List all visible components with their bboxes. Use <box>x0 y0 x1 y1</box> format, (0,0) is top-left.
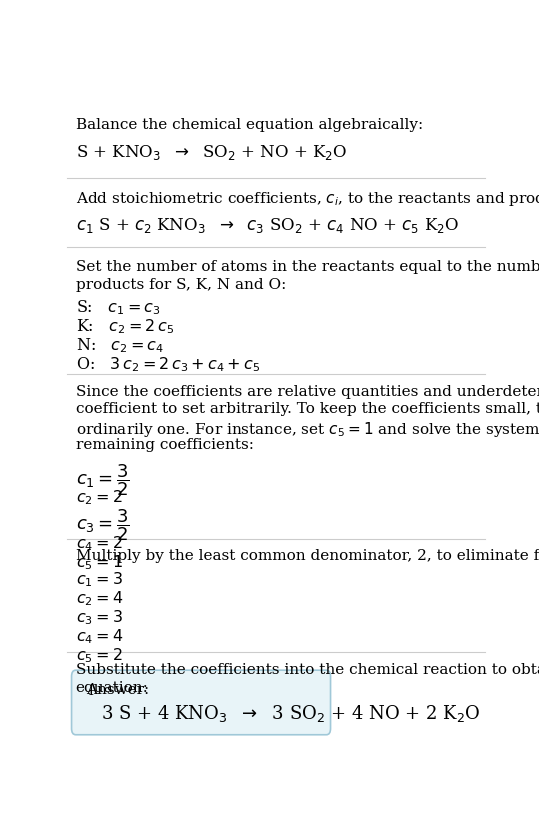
Text: 3 S + 4 KNO$_3$  $\rightarrow$  3 SO$_2$ + 4 NO + 2 K$_2$O: 3 S + 4 KNO$_3$ $\rightarrow$ 3 SO$_2$ +… <box>101 703 480 724</box>
Text: coefficient to set arbitrarily. To keep the coefficients small, the arbitrary va: coefficient to set arbitrarily. To keep … <box>75 403 539 417</box>
Text: Since the coefficients are relative quantities and underdetermined, choose a: Since the coefficients are relative quan… <box>75 385 539 399</box>
Text: products for S, K, N and O:: products for S, K, N and O: <box>75 278 286 292</box>
Text: $c_4 = 2$: $c_4 = 2$ <box>75 534 122 553</box>
Text: $c_1 = \dfrac{3}{2}$: $c_1 = \dfrac{3}{2}$ <box>75 462 130 497</box>
Text: equation:: equation: <box>75 681 149 695</box>
Text: S + KNO$_3$  $\rightarrow$  SO$_2$ + NO + K$_2$O: S + KNO$_3$ $\rightarrow$ SO$_2$ + NO + … <box>75 143 347 162</box>
Text: N:   $c_2 = c_4$: N: $c_2 = c_4$ <box>75 337 164 355</box>
Text: $c_5 = 2$: $c_5 = 2$ <box>75 646 122 665</box>
Text: Balance the chemical equation algebraically:: Balance the chemical equation algebraica… <box>75 118 423 132</box>
Text: K:   $c_2 = 2\,c_5$: K: $c_2 = 2\,c_5$ <box>75 317 174 336</box>
Text: $c_3 = \dfrac{3}{2}$: $c_3 = \dfrac{3}{2}$ <box>75 507 130 543</box>
Text: O:   $3\,c_2 = 2\,c_3 + c_4 + c_5$: O: $3\,c_2 = 2\,c_3 + c_4 + c_5$ <box>75 356 260 374</box>
Text: ordinarily one. For instance, set $c_5 = 1$ and solve the system of equations fo: ordinarily one. For instance, set $c_5 =… <box>75 420 539 439</box>
Text: Set the number of atoms in the reactants equal to the number of atoms in the: Set the number of atoms in the reactants… <box>75 260 539 274</box>
Text: $c_1$ S + $c_2$ KNO$_3$  $\rightarrow$  $c_3$ SO$_2$ + $c_4$ NO + $c_5$ K$_2$O: $c_1$ S + $c_2$ KNO$_3$ $\rightarrow$ $c… <box>75 215 459 235</box>
Text: Substitute the coefficients into the chemical reaction to obtain the balanced: Substitute the coefficients into the che… <box>75 663 539 677</box>
Text: $c_2 = 4$: $c_2 = 4$ <box>75 589 123 607</box>
FancyBboxPatch shape <box>72 670 330 735</box>
Text: $c_5 = 1$: $c_5 = 1$ <box>75 553 122 572</box>
Text: $c_4 = 4$: $c_4 = 4$ <box>75 627 123 646</box>
Text: remaining coefficients:: remaining coefficients: <box>75 438 254 452</box>
Text: $c_3 = 3$: $c_3 = 3$ <box>75 608 122 627</box>
Text: $c_1 = 3$: $c_1 = 3$ <box>75 570 122 589</box>
Text: Answer:: Answer: <box>86 683 149 697</box>
Text: Multiply by the least common denominator, 2, to eliminate fractional coefficient: Multiply by the least common denominator… <box>75 549 539 563</box>
Text: Add stoichiometric coefficients, $c_i$, to the reactants and products:: Add stoichiometric coefficients, $c_i$, … <box>75 191 539 209</box>
Text: $c_2 = 2$: $c_2 = 2$ <box>75 488 122 507</box>
Text: S:   $c_1 = c_3$: S: $c_1 = c_3$ <box>75 298 160 317</box>
